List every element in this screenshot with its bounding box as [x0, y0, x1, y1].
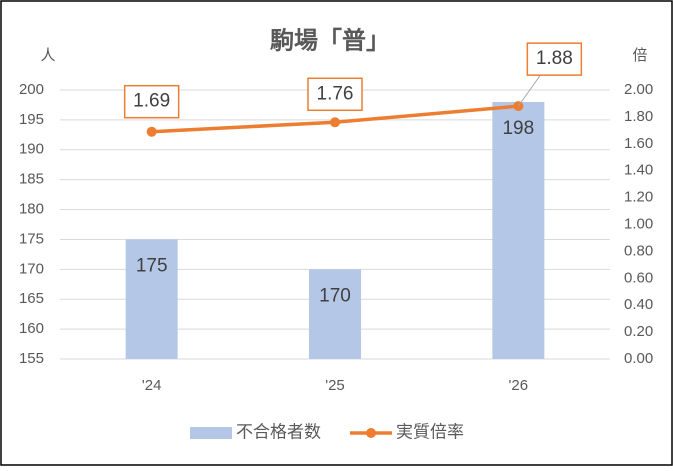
y2-axis-label: 倍 — [632, 47, 647, 64]
y2-tick-label: 0.20 — [624, 323, 653, 340]
y-tick-label: 195 — [19, 111, 44, 128]
bar-value-label: 175 — [136, 255, 168, 276]
bar — [309, 269, 361, 359]
value-label-box — [526, 42, 583, 76]
y-tick-label: 190 — [19, 141, 44, 158]
y2-tick-label: 1.20 — [624, 189, 653, 206]
y-tick-label: 160 — [19, 320, 44, 337]
line-marker — [330, 117, 340, 128]
leader-line — [517, 74, 541, 107]
chart-title: 駒場「普」 — [270, 26, 390, 54]
bar-value-label: 170 — [319, 285, 351, 306]
y2-tick-label: 2.00 — [624, 81, 653, 98]
legend-label: 不合格者数 — [236, 422, 321, 441]
line-value-label: 1.88 — [536, 48, 573, 69]
bar — [492, 101, 545, 359]
y-tick-label: 200 — [19, 81, 44, 98]
y-tick-label: 175 — [19, 230, 44, 247]
x-tick-label: '24 — [142, 377, 162, 394]
y2-tick-label: 1.00 — [624, 215, 653, 232]
y-axis-label: 人 — [40, 47, 55, 64]
y2-tick-label: 1.40 — [624, 162, 653, 179]
y2-tick-label: 0.80 — [624, 242, 653, 259]
y-tick-label: 155 — [19, 350, 44, 367]
line-marker — [146, 126, 157, 137]
y2-tick-label: 1.80 — [624, 108, 653, 125]
line-value-label: 1.76 — [317, 83, 354, 104]
y-tick-label: 170 — [19, 260, 44, 277]
line-value-label: 1.69 — [133, 91, 170, 112]
value-label-box — [123, 84, 180, 119]
y2-tick-label: 0.60 — [624, 269, 653, 286]
legend-label: 実質倍率 — [396, 422, 464, 441]
y2-tick-label: 0.00 — [624, 350, 653, 367]
x-tick-label: '26 — [509, 377, 529, 394]
legend-marker — [366, 428, 376, 438]
bar — [125, 239, 178, 359]
y-tick-label: 180 — [19, 201, 44, 218]
y2-tick-label: 1.60 — [624, 135, 653, 152]
y-tick-label: 185 — [19, 171, 44, 188]
legend-swatch — [190, 427, 232, 439]
value-label-box — [307, 77, 363, 112]
y2-tick-label: 0.40 — [624, 296, 653, 313]
y-tick-label: 165 — [19, 290, 44, 307]
bar-value-label: 198 — [502, 118, 534, 139]
x-tick-label: '25 — [325, 377, 345, 394]
